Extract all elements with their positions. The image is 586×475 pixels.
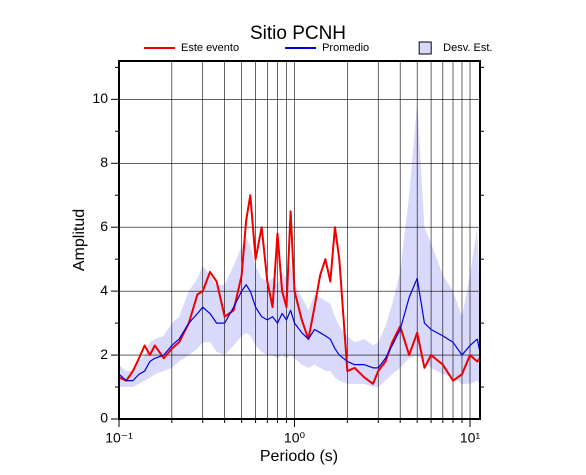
y-tick-label: 0 [100, 410, 108, 426]
legend-swatch [418, 41, 432, 55]
chart-title: Sitio PCNH [250, 23, 346, 44]
y-tick-label: 4 [100, 282, 108, 298]
legend-label: Este evento [181, 42, 239, 54]
legend-label: Desv. Est. [443, 42, 492, 54]
y-tick-label: 8 [100, 154, 108, 170]
x-tick-label: 10¹ [460, 430, 481, 446]
x-tick-label: 10⁰ [284, 430, 306, 446]
y-tick-label: 6 [100, 218, 108, 234]
x-tick-label: 10⁻¹ [105, 430, 133, 446]
std-band [119, 102, 480, 388]
y-tick-label: 2 [100, 346, 108, 362]
y-axis-label: Amplitud [71, 209, 88, 271]
x-axis-label: Periodo (s) [260, 448, 338, 465]
plot-frame [118, 60, 481, 420]
y-tick-label: 10 [92, 90, 108, 106]
series-line [118, 277, 481, 382]
legend-label: Promedio [322, 42, 369, 54]
series-line [118, 194, 481, 385]
